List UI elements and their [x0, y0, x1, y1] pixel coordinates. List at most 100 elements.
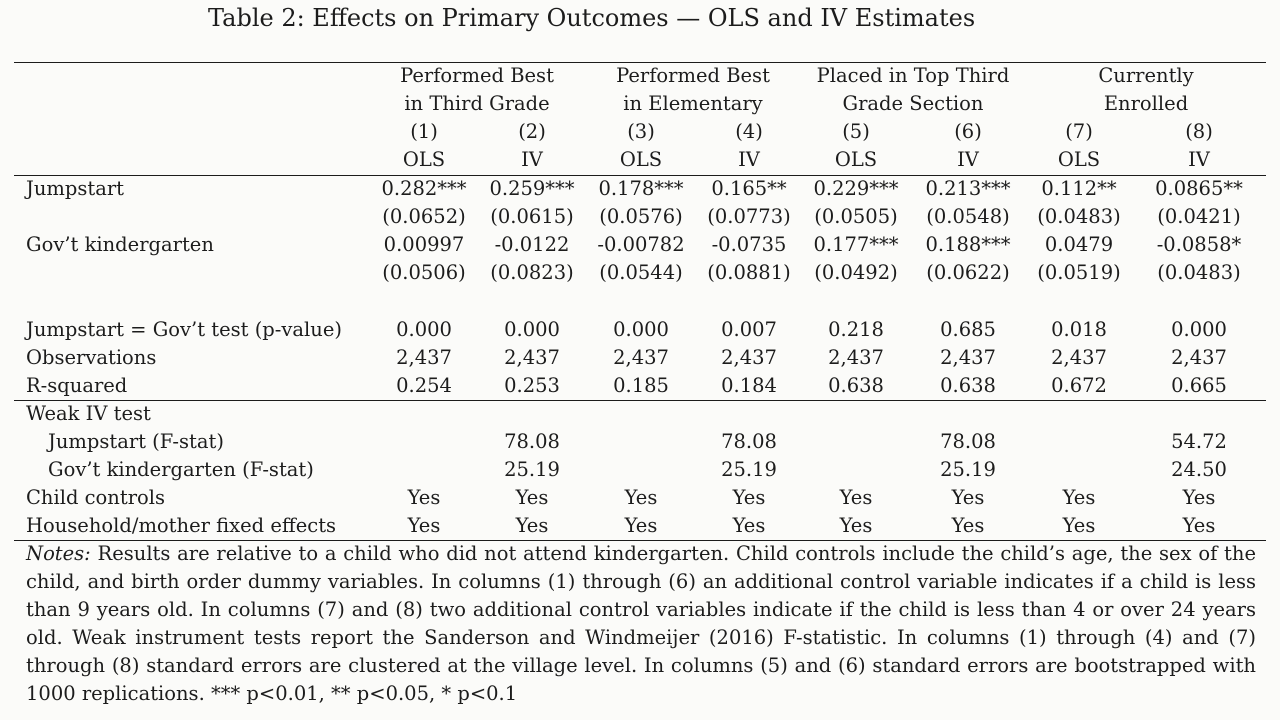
table-cell: 24.50: [1171, 458, 1227, 481]
column-group-header: Performed Best: [400, 64, 554, 87]
table-cell: 0.259***: [489, 177, 575, 200]
row-label: Jumpstart (F-stat): [48, 430, 224, 453]
table-notes: Notes: Results are relative to a child w…: [26, 540, 1256, 708]
table-cell: 2,437: [1051, 346, 1107, 369]
table-cell: 2,437: [396, 346, 452, 369]
notes-label: Notes:: [26, 542, 91, 565]
table-cell: Yes: [1182, 514, 1216, 537]
table-cell: 0.018: [1051, 318, 1107, 341]
table-cell: 25.19: [940, 458, 996, 481]
table-cell: 0.0479: [1044, 233, 1114, 256]
table-cell: Yes: [839, 514, 873, 537]
table-cell: 0.638: [940, 374, 996, 397]
table-cell: (0.0652): [382, 205, 466, 228]
row-label: Weak IV test: [26, 402, 151, 425]
row-label: Jumpstart = Gov’t test (p-value): [26, 318, 342, 341]
table-cell: -0.0122: [494, 233, 570, 256]
column-method: OLS: [1057, 148, 1101, 171]
table-cell: (0.0483): [1037, 205, 1121, 228]
table-cell: 0.213***: [925, 177, 1011, 200]
table-cell: 2,437: [940, 346, 996, 369]
table-cell: (0.0881): [707, 261, 791, 284]
table-cell: (0.0622): [926, 261, 1010, 284]
column-method: IV: [957, 148, 979, 171]
table-cell: 0.188***: [925, 233, 1011, 256]
table-cell: 25.19: [504, 458, 560, 481]
table-cell: -0.0858*: [1156, 233, 1242, 256]
table-cell: (0.0492): [814, 261, 898, 284]
table-cell: 2,437: [1171, 346, 1227, 369]
column-method: OLS: [834, 148, 878, 171]
table-cell: (0.0773): [707, 205, 791, 228]
table-cell: 2,437: [721, 346, 777, 369]
table-cell: 0.00997: [383, 233, 465, 256]
row-label: Jumpstart: [26, 177, 124, 200]
column-method: OLS: [402, 148, 446, 171]
column-group-header: Grade Section: [842, 92, 984, 115]
table-cell: 0.165**: [711, 177, 787, 200]
table-cell: 2,437: [828, 346, 884, 369]
column-number: (1): [410, 120, 438, 143]
table-cell: -0.0735: [711, 233, 787, 256]
table-cell: 0.253: [504, 374, 560, 397]
column-group-header: Placed in Top Third: [816, 64, 1010, 87]
table-cell: Yes: [951, 486, 985, 509]
notes-text: Results are relative to a child who did …: [26, 542, 1256, 705]
table-cell: 0.672: [1051, 374, 1107, 397]
table-cell: (0.0506): [382, 261, 466, 284]
table-cell: 0.000: [613, 318, 669, 341]
column-group-header: Performed Best: [616, 64, 770, 87]
table-cell: 25.19: [721, 458, 777, 481]
table-cell: 0.185: [613, 374, 669, 397]
table-cell: 0.218: [828, 318, 884, 341]
table-cell: 54.72: [1171, 430, 1227, 453]
table-cell: (0.0483): [1157, 261, 1241, 284]
table-cell: 0.665: [1171, 374, 1227, 397]
header-rule: [14, 175, 1266, 176]
table-cell: 0.0865**: [1155, 177, 1243, 200]
table-cell: 0.000: [1171, 318, 1227, 341]
column-method: IV: [1188, 148, 1210, 171]
table-cell: 2,437: [613, 346, 669, 369]
column-number: (3): [627, 120, 655, 143]
table-cell: Yes: [624, 514, 658, 537]
column-group-header: Enrolled: [1103, 92, 1189, 115]
table-cell: Yes: [407, 514, 441, 537]
table-cell: 0.685: [940, 318, 996, 341]
table-cell: Yes: [407, 486, 441, 509]
table-cell: Yes: [1062, 514, 1096, 537]
column-group-header: Currently: [1098, 64, 1194, 87]
table-cell: 2,437: [504, 346, 560, 369]
column-number: (2): [518, 120, 546, 143]
column-method: OLS: [619, 148, 663, 171]
column-method: IV: [738, 148, 760, 171]
table-cell: 0.112**: [1041, 177, 1117, 200]
table-cell: Yes: [624, 486, 658, 509]
column-group-header: in Third Grade: [404, 92, 550, 115]
table-cell: 0.007: [721, 318, 777, 341]
column-method: IV: [521, 148, 543, 171]
row-label: Observations: [26, 346, 157, 369]
column-number: (4): [735, 120, 763, 143]
table-cell: Yes: [839, 486, 873, 509]
table-cell: 0.282***: [381, 177, 467, 200]
table-cell: Yes: [1182, 486, 1216, 509]
table-cell: Yes: [515, 486, 549, 509]
row-label: Gov’t kindergarten (F-stat): [48, 458, 314, 481]
table-cell: 0.229***: [813, 177, 899, 200]
table-cell: (0.0544): [599, 261, 683, 284]
table-cell: 0.000: [396, 318, 452, 341]
weak-iv-rule: [14, 400, 1266, 401]
table-cell: (0.0519): [1037, 261, 1121, 284]
table-cell: -0.00782: [597, 233, 685, 256]
table-cell: Yes: [732, 486, 766, 509]
table-cell: Yes: [951, 514, 985, 537]
table-title: Table 2: Effects on Primary Outcomes — O…: [208, 4, 976, 32]
table-cell: 78.08: [940, 430, 996, 453]
row-label: Gov’t kindergarten: [26, 233, 214, 256]
table-cell: (0.0421): [1157, 205, 1241, 228]
table-cell: 0.254: [396, 374, 452, 397]
row-label: Child controls: [26, 486, 165, 509]
row-label: R-squared: [26, 374, 128, 397]
column-number: (7): [1065, 120, 1093, 143]
